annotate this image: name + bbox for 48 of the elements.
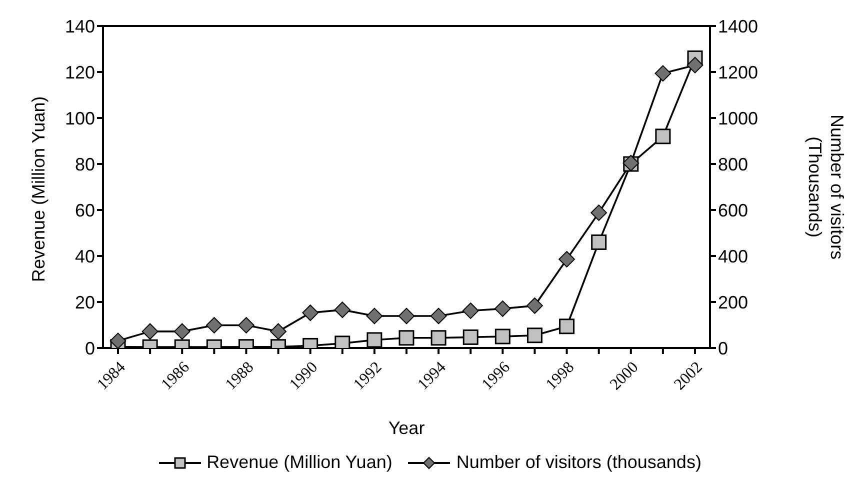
point xyxy=(462,302,479,319)
y2-tick-label: 1200 xyxy=(718,62,758,82)
point xyxy=(238,317,254,334)
y2-tick-label: 200 xyxy=(718,292,748,312)
point xyxy=(334,302,351,318)
point xyxy=(206,317,222,334)
y-tick-label: 0 xyxy=(84,338,95,358)
y2-tick-label: 600 xyxy=(718,200,748,220)
point xyxy=(526,297,543,314)
legend-label: Number of visitors (thousands) xyxy=(456,452,702,473)
y-axis-title: Revenue (Million Yuan) xyxy=(28,96,48,282)
y-tick-label: 60 xyxy=(74,200,95,220)
point xyxy=(398,330,414,346)
point xyxy=(302,304,319,322)
point xyxy=(590,204,608,221)
point xyxy=(559,318,575,334)
y2-tick-label: 400 xyxy=(718,246,748,266)
y-tick-label: 80 xyxy=(74,154,95,174)
point xyxy=(686,56,704,74)
point xyxy=(655,128,671,144)
point xyxy=(430,330,446,346)
point xyxy=(654,65,672,82)
point xyxy=(526,328,542,344)
point xyxy=(558,251,575,268)
point xyxy=(366,308,383,324)
y2-tick-label: 800 xyxy=(718,154,748,174)
y-tick-label: 100 xyxy=(64,108,95,128)
point xyxy=(110,332,126,348)
y2-tick-label: 1000 xyxy=(718,108,758,128)
point xyxy=(591,234,607,250)
y-tick-label: 20 xyxy=(74,292,95,312)
point xyxy=(494,300,511,317)
y-tick-label: 40 xyxy=(74,246,95,266)
y2-tick-label: 0 xyxy=(718,338,728,358)
y-tick-label: 140 xyxy=(64,16,95,36)
legend-label: Revenue (Million Yuan) xyxy=(206,452,392,473)
y2-axis-title: Number of visitors (Thousands) xyxy=(805,114,847,260)
x-axis-title: Year xyxy=(388,418,425,438)
y2-tick-label: 1400 xyxy=(718,16,758,36)
point xyxy=(366,332,382,348)
point xyxy=(142,323,158,340)
point xyxy=(174,323,190,340)
y-tick-label: 120 xyxy=(64,62,95,82)
point xyxy=(398,308,415,324)
point xyxy=(462,329,478,345)
point xyxy=(430,308,447,324)
point xyxy=(270,323,286,340)
point xyxy=(494,328,510,344)
